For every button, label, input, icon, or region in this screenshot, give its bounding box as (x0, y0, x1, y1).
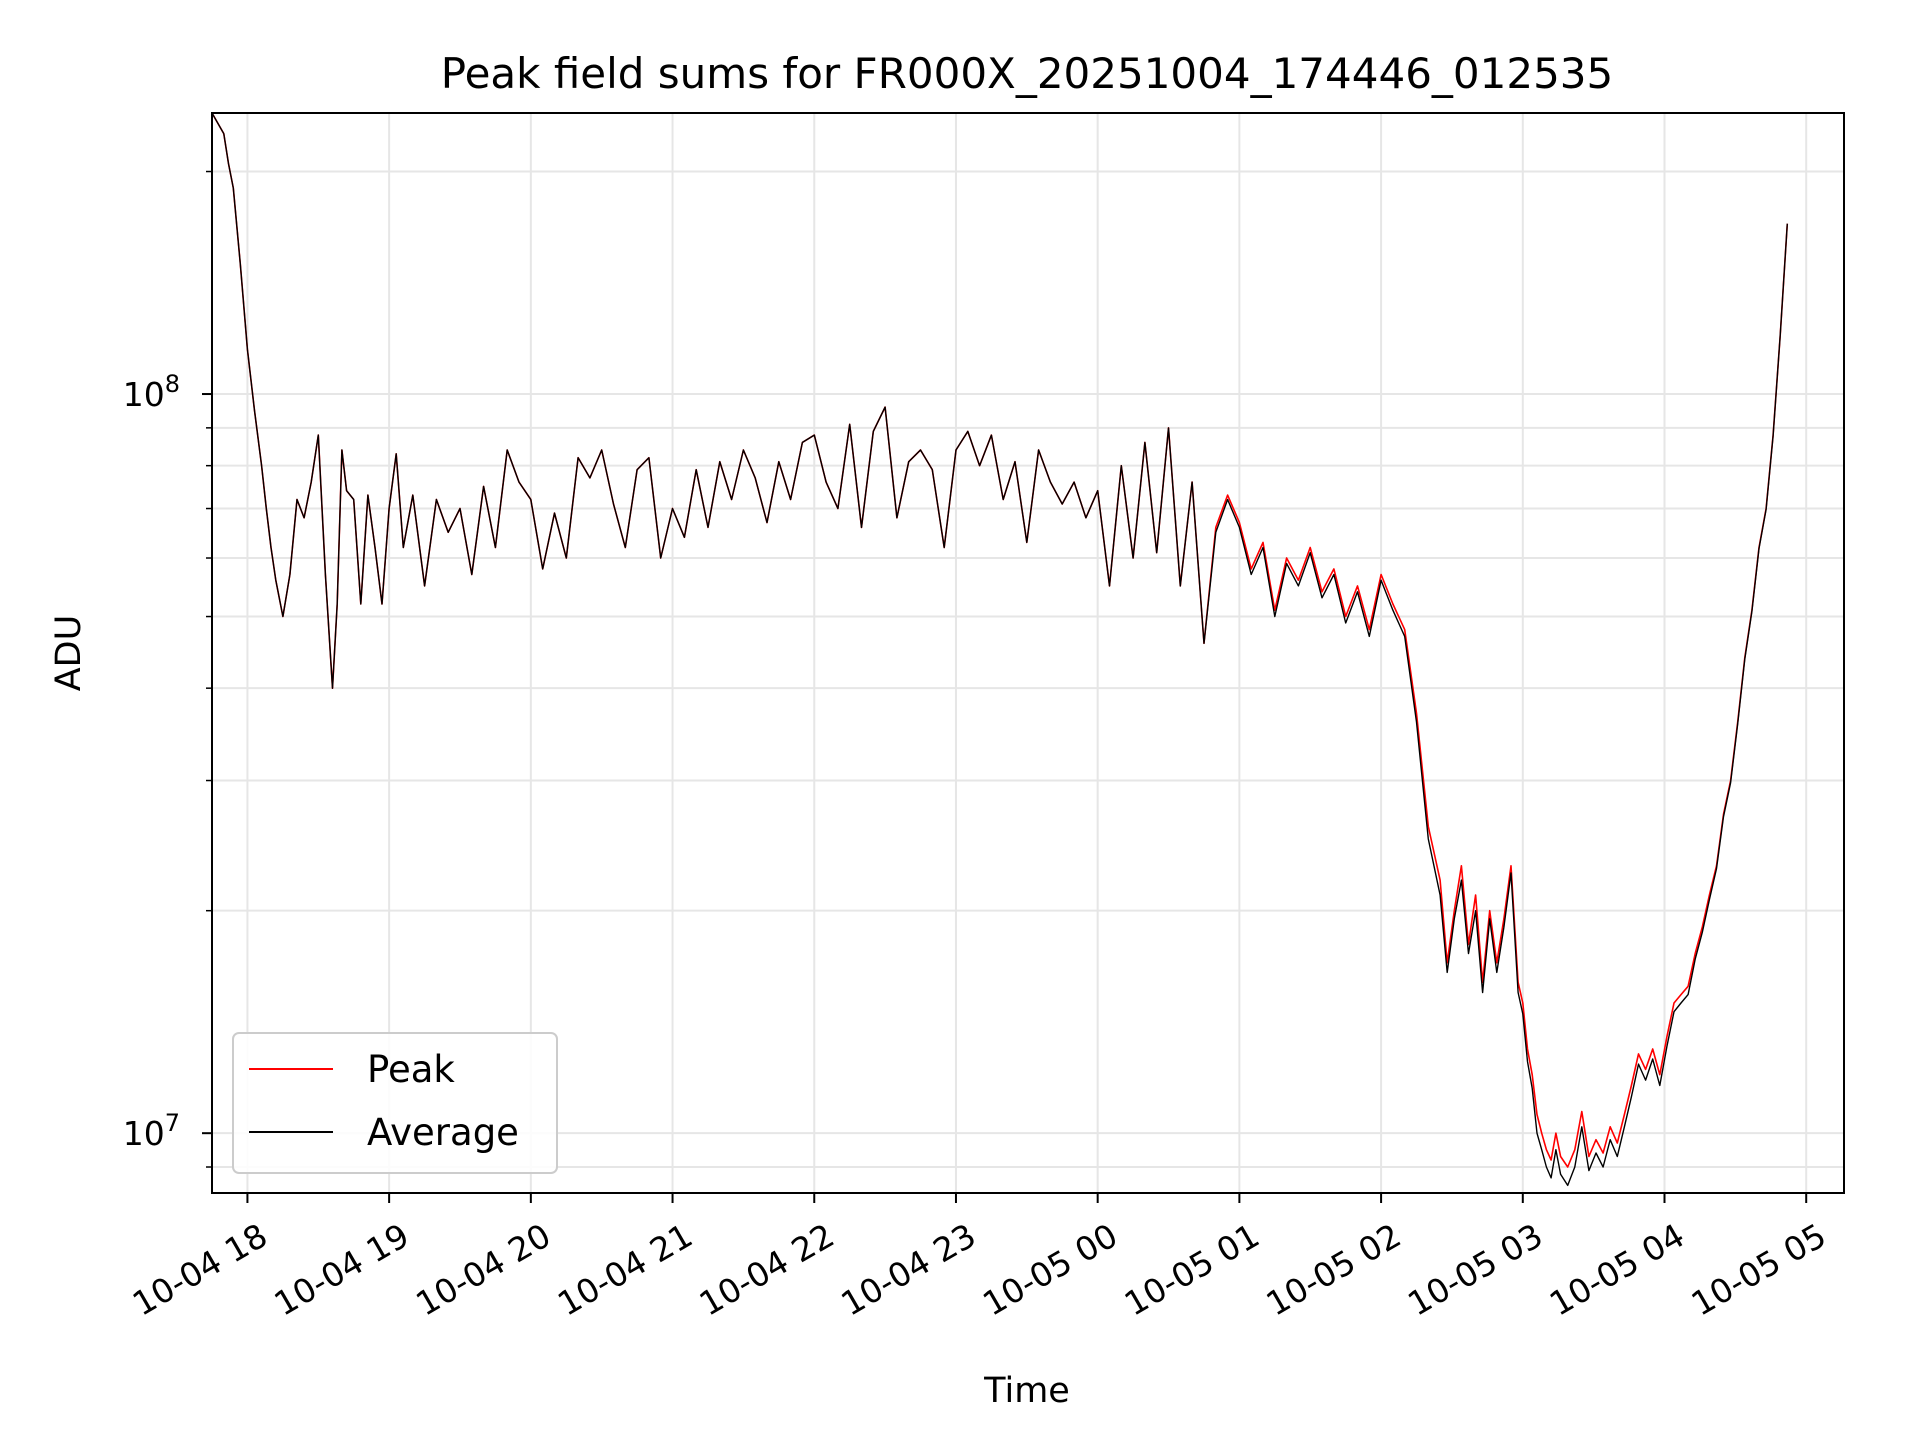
y-tick-label: 107 (123, 1109, 180, 1153)
legend: Peak Average (232, 1032, 558, 1174)
plot-frame (211, 112, 1845, 1194)
plot-lines (212, 113, 1789, 1187)
chart-title: Peak field sums for FR000X_20251004_1744… (441, 49, 1614, 98)
y-axis-label: ADU (49, 615, 89, 692)
grid (212, 113, 1844, 1193)
legend-label-peak: Peak (367, 1048, 455, 1091)
series-line-average (212, 113, 1788, 1187)
x-axis-label: Time (983, 1371, 1070, 1411)
legend-label-average: Average (367, 1111, 519, 1154)
y-tick-label: 108 (123, 370, 180, 414)
